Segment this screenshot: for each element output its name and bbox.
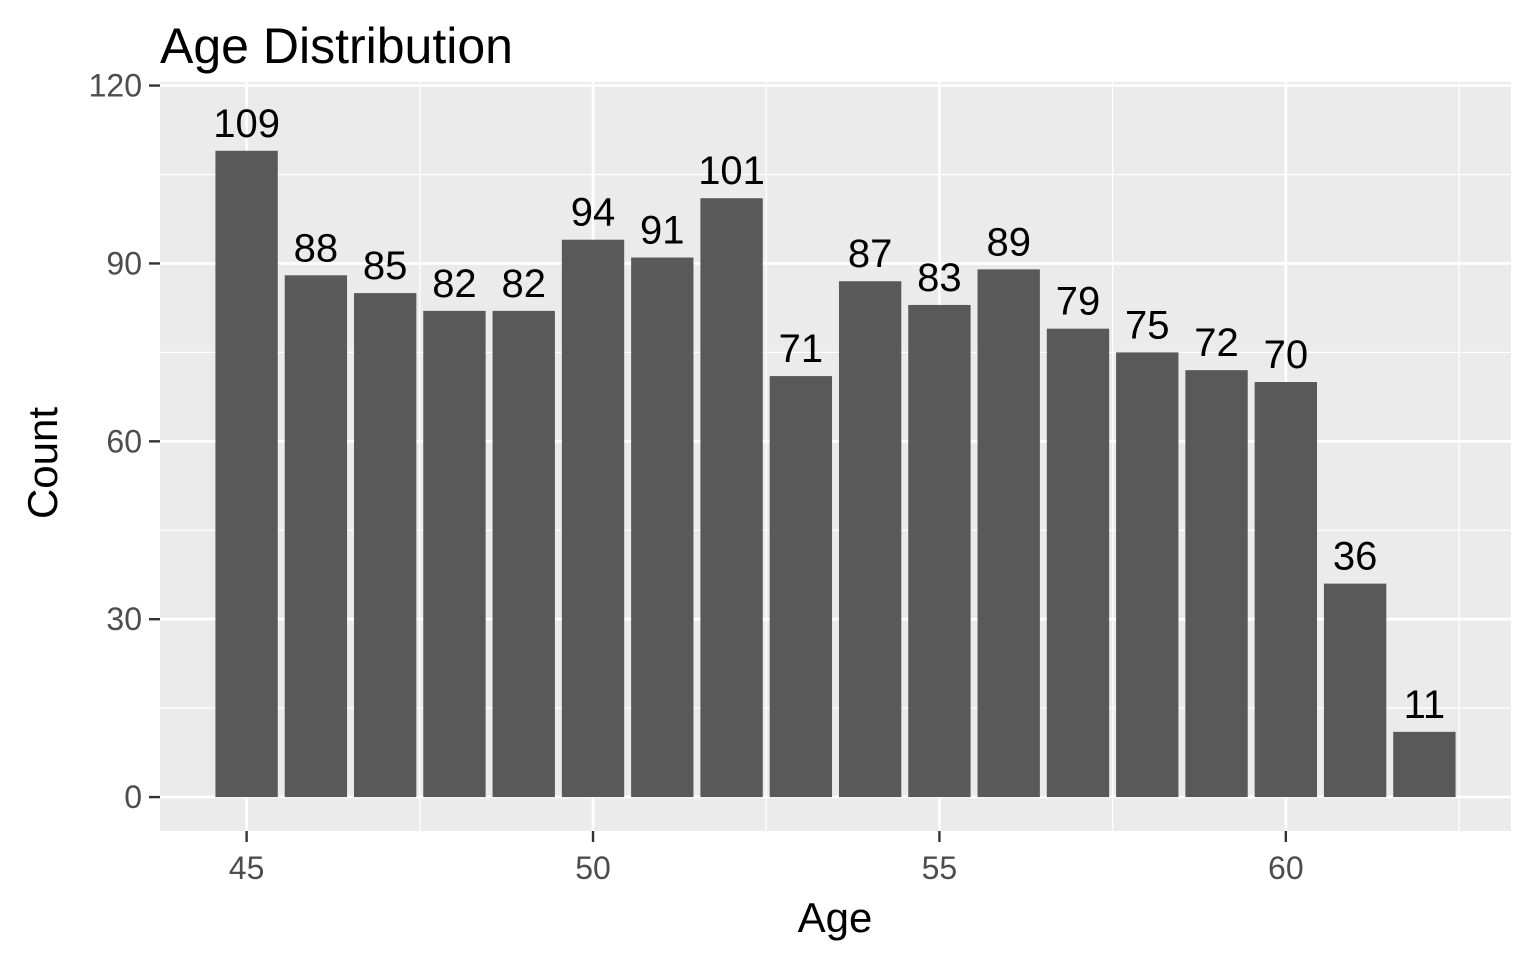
y-tick-label: 120 xyxy=(89,68,142,104)
data-label-age-50: 94 xyxy=(571,191,616,235)
data-label-age-62: 11 xyxy=(1404,683,1446,727)
x-tick-label: 55 xyxy=(922,850,958,886)
bar-age-62 xyxy=(1393,731,1456,798)
data-label-age-48: 82 xyxy=(432,262,477,306)
data-label-age-51: 91 xyxy=(640,209,685,253)
bar-age-50 xyxy=(561,239,625,798)
data-label-age-47: 85 xyxy=(363,244,408,288)
bar-age-61 xyxy=(1323,583,1387,798)
bar-age-55 xyxy=(908,304,971,798)
bar-age-57 xyxy=(1046,328,1110,798)
bar-age-53 xyxy=(769,376,833,798)
data-label-age-61: 36 xyxy=(1333,535,1378,579)
bar-age-59 xyxy=(1185,370,1248,798)
data-label-age-52: 101 xyxy=(698,149,765,193)
bar-age-56 xyxy=(977,269,1040,798)
bar-age-49 xyxy=(492,310,555,798)
chart-title: Age Distribution xyxy=(160,18,513,74)
y-tick-label: 0 xyxy=(124,779,142,815)
y-tick-label: 90 xyxy=(106,245,142,281)
plot-layer: 109 88 85 82 82 94 91 101 71 87 83 89 79 75 72 70 36 11 0 3… xyxy=(89,68,1511,886)
data-label-age-46: 88 xyxy=(294,226,339,270)
x-axis-title: Age xyxy=(798,894,873,941)
bar-age-47 xyxy=(353,293,417,798)
data-label-age-59: 72 xyxy=(1194,321,1239,365)
y-axis-title: Count xyxy=(19,407,66,519)
bar-age-58 xyxy=(1116,352,1179,798)
x-tick-label: 60 xyxy=(1268,850,1304,886)
y-tick-label: 60 xyxy=(106,423,142,459)
data-label-age-45: 109 xyxy=(213,102,280,146)
bar-age-51 xyxy=(631,257,694,798)
data-label-age-60: 70 xyxy=(1264,333,1309,377)
data-label-age-54: 87 xyxy=(848,232,893,276)
bar-age-60 xyxy=(1254,382,1318,798)
y-tick-label: 30 xyxy=(106,601,142,637)
bar-age-54 xyxy=(838,281,902,798)
x-tick-label: 50 xyxy=(575,850,611,886)
data-label-age-56: 89 xyxy=(986,220,1031,264)
data-label-age-53: 71 xyxy=(779,327,824,371)
bar-age-45 xyxy=(215,150,278,798)
bar-age-48 xyxy=(423,310,486,798)
data-label-age-57: 79 xyxy=(1056,280,1101,324)
data-label-age-55: 83 xyxy=(917,256,962,300)
data-label-age-49: 82 xyxy=(501,262,546,306)
bar-age-52 xyxy=(700,198,763,798)
data-label-age-58: 75 xyxy=(1125,303,1170,347)
x-tick-label: 45 xyxy=(229,850,265,886)
bar-age-46 xyxy=(284,275,348,798)
